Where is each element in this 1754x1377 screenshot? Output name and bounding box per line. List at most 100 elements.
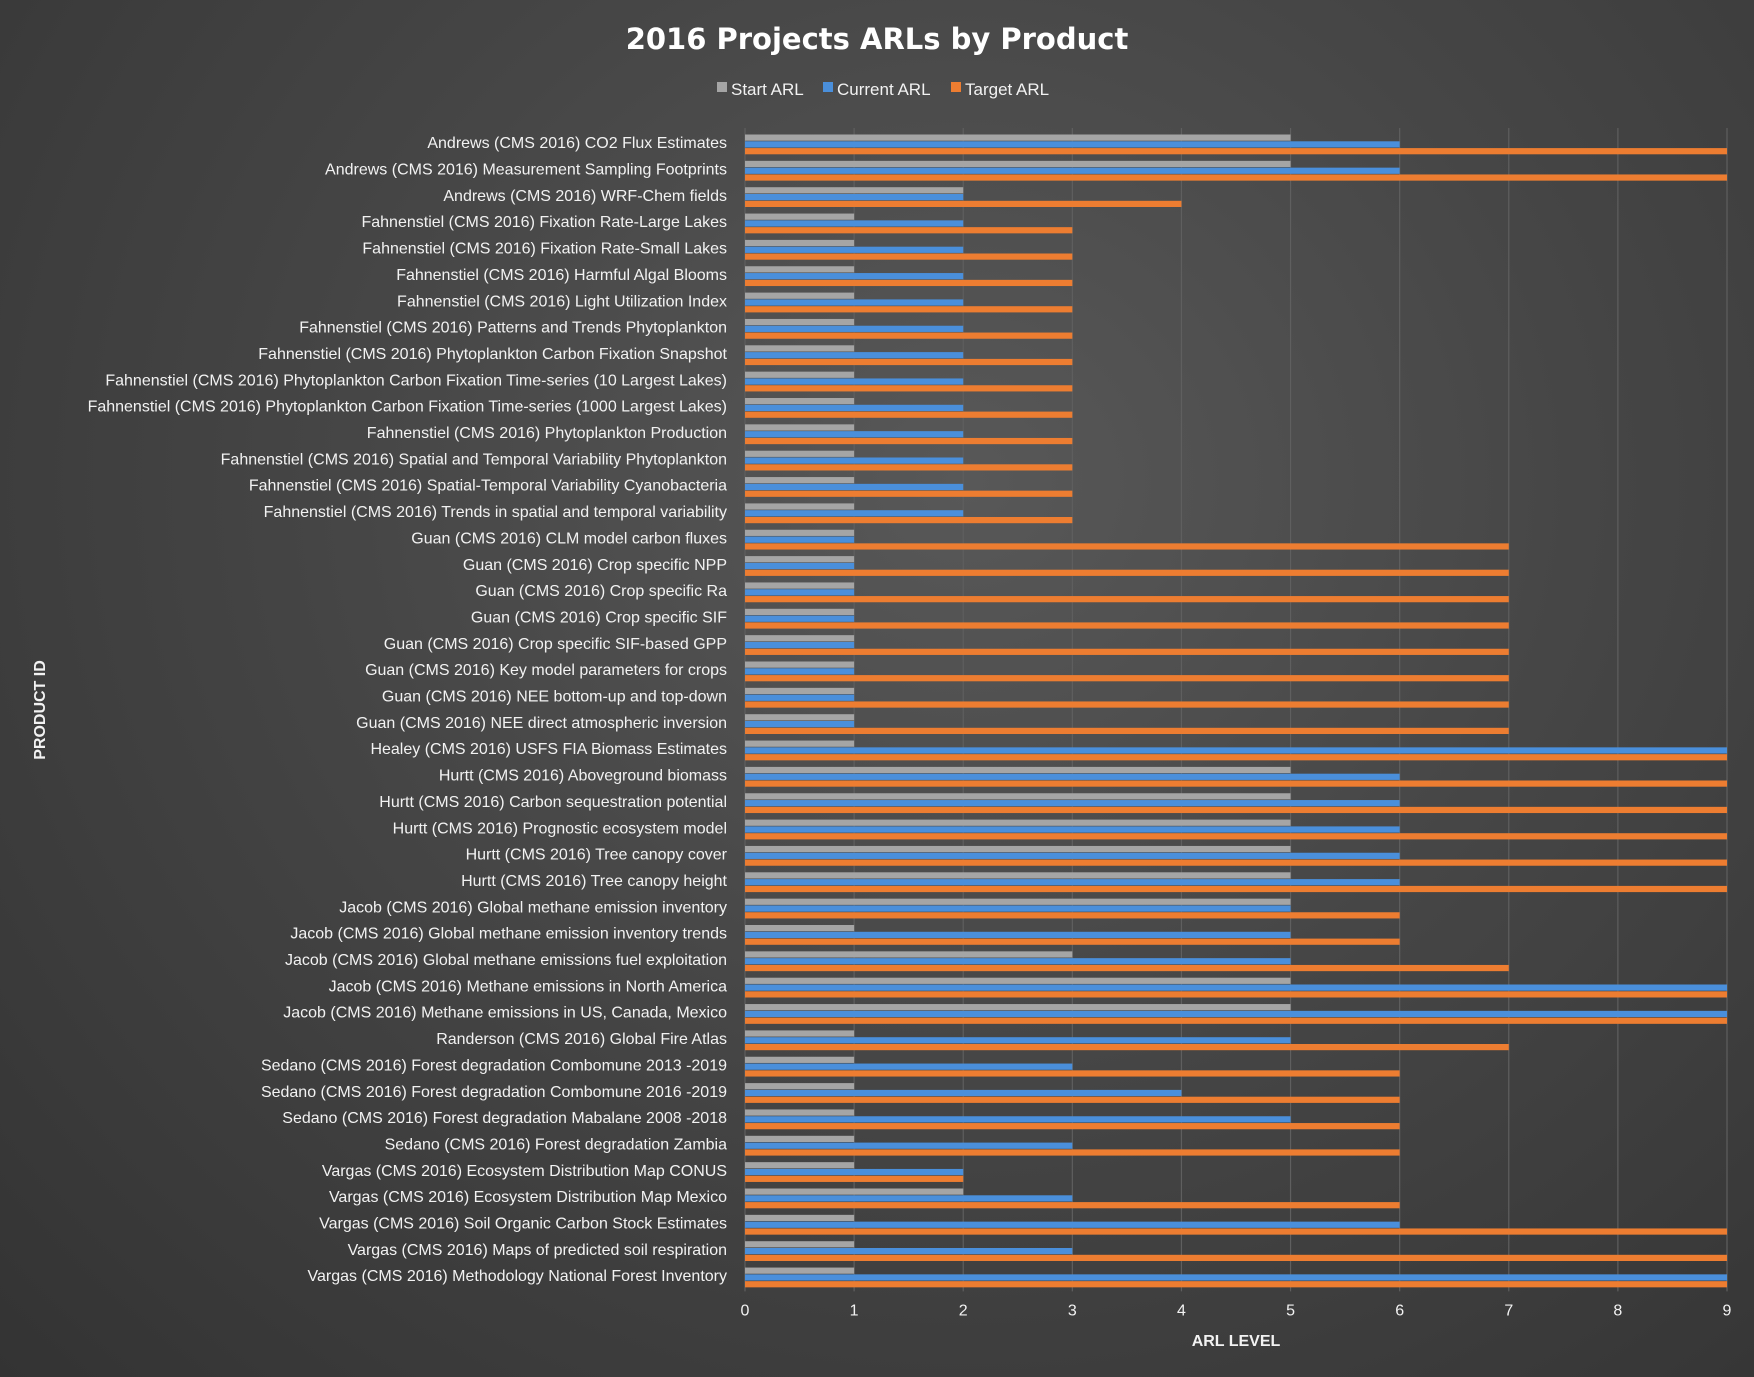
category-label: Fahnenstiel (CMS 2016) Trends in spatial… (264, 504, 727, 521)
bar-current-arl (745, 167, 1400, 174)
x-tick-label: 1 (850, 1302, 859, 1319)
bar-start-arl (745, 318, 855, 326)
bar-current-arl (745, 1168, 964, 1176)
bar-start-arl (745, 398, 855, 405)
category-label: Guan (CMS 2016) Crop specific Ra (475, 583, 727, 600)
category-label: Andrews (CMS 2016) Measurement Sampling … (325, 162, 727, 179)
bar-target-arl (745, 938, 1400, 945)
bar-target-arl (745, 279, 1073, 287)
bar-target-arl (745, 200, 1182, 207)
category-label: Fahnenstiel (CMS 2016) Fixation Rate-Sma… (362, 241, 727, 258)
bar-target-arl (745, 1017, 1727, 1024)
x-tick-label: 4 (1177, 1302, 1186, 1319)
bar-target-arl (745, 543, 1509, 550)
bar-current-arl (745, 958, 1291, 965)
bar-current-arl (745, 1089, 1182, 1097)
bar-target-arl (745, 411, 1073, 418)
bar-start-arl (745, 1214, 855, 1222)
bar-start-arl (745, 608, 855, 615)
bar-current-arl (745, 773, 1400, 780)
bar-start-arl (745, 661, 855, 668)
bar-start-arl (745, 1004, 1291, 1011)
bar-current-arl (745, 352, 964, 359)
category-label: Guan (CMS 2016) CLM model carbon fluxes (411, 530, 727, 547)
bar-current-arl (745, 483, 964, 491)
x-axis-title: ARL LEVEL (1192, 1333, 1281, 1350)
bar-start-arl (745, 687, 855, 695)
bar-start-arl (745, 951, 1073, 958)
category-label: Jacob (CMS 2016) Global methane emission… (339, 899, 727, 916)
category-label: Guan (CMS 2016) NEE direct atmospheric i… (356, 715, 727, 732)
category-label: Andrews (CMS 2016) WRF-Chem fields (443, 188, 727, 205)
category-label: Hurtt (CMS 2016) Carbon sequestration po… (379, 794, 727, 811)
legend-swatch-start (717, 82, 727, 92)
bar-target-arl (745, 490, 1073, 497)
category-label: Fahnenstiel (CMS 2016) Phytoplankton Car… (258, 346, 727, 363)
category-label: Guan (CMS 2016) NEE bottom-up and top-do… (382, 689, 727, 706)
bar-target-arl (745, 622, 1509, 629)
category-label: Guan (CMS 2016) Crop specific SIF (471, 609, 727, 626)
bar-target-arl (745, 675, 1509, 682)
bar-target-arl (745, 1123, 1400, 1130)
bar-current-arl (745, 1274, 1727, 1281)
bar-target-arl (745, 596, 1509, 603)
bar-start-arl (745, 424, 855, 431)
bar-current-arl (745, 800, 1400, 807)
bar-current-arl (745, 589, 855, 596)
bar-current-arl (745, 1116, 1291, 1123)
category-label: Sedano (CMS 2016) Forest degradation Mab… (282, 1110, 727, 1127)
category-labels: Andrews (CMS 2016) CO2 Flux Estimates And… (88, 135, 728, 1285)
category-label: Healey (CMS 2016) USFS FIA Biomass Estim… (370, 741, 727, 758)
bar-start-arl (745, 1109, 855, 1116)
bar-current-arl (745, 273, 964, 280)
bar-current-arl (745, 562, 855, 570)
bar-target-arl (745, 754, 1727, 761)
bar-current-arl (745, 536, 855, 543)
bar-target-arl (745, 306, 1073, 313)
bar-current-arl (745, 852, 1400, 859)
bar-start-arl (745, 187, 964, 194)
category-label: Hurtt (CMS 2016) Aboveground biomass (439, 768, 727, 785)
bar-current-arl (745, 1195, 1073, 1202)
legend: Start ARL Current ARL Target ARL (717, 80, 1049, 99)
bar-current-arl (745, 194, 964, 201)
category-label: Fahnenstiel (CMS 2016) Phytoplankton Car… (88, 399, 727, 416)
bar-current-arl (745, 220, 964, 227)
category-label: Fahnenstiel (CMS 2016) Spatial and Tempo… (221, 451, 727, 468)
bar-current-arl (745, 1142, 1073, 1149)
bar-target-arl (745, 1175, 964, 1182)
bar-target-arl (745, 464, 1073, 471)
bar-start-arl (745, 292, 855, 299)
category-label: Jacob (CMS 2016) Methane emissions in US… (283, 1005, 727, 1022)
bar-start-arl (745, 1267, 855, 1274)
legend-label-start: Start ARL (731, 80, 804, 99)
x-tick-label: 9 (1723, 1302, 1732, 1319)
category-label: Guan (CMS 2016) Crop specific SIF-based … (384, 636, 727, 653)
bar-start-arl (745, 845, 1291, 853)
bar-start-arl (745, 371, 855, 378)
bar-target-arl (745, 1254, 1727, 1261)
category-label: Vargas (CMS 2016) Maps of predicted soil… (348, 1242, 727, 1259)
bar-start-arl (745, 872, 1291, 879)
bar-start-arl (745, 766, 1291, 774)
bar-start-arl (745, 134, 1291, 141)
bar-start-arl (745, 556, 855, 563)
bar-target-arl (745, 1281, 1727, 1288)
bar-current-arl (745, 984, 1727, 991)
y-axis-title: PRODUCT ID (32, 660, 49, 760)
category-label: Guan (CMS 2016) Key model parameters for… (365, 662, 727, 679)
bar-target-arl (745, 174, 1727, 181)
bar-start-arl (745, 529, 855, 536)
category-label: Hurtt (CMS 2016) Prognostic ecosystem mo… (393, 820, 727, 837)
category-label: Vargas (CMS 2016) Ecosystem Distribution… (329, 1189, 727, 1206)
bar-start-arl (745, 266, 855, 273)
bar-target-arl (745, 148, 1727, 155)
bar-current-arl (745, 668, 855, 675)
bar-current-arl (745, 641, 855, 649)
category-label: Jacob (CMS 2016) Global methane emission… (290, 926, 727, 943)
bar-target-arl (745, 859, 1727, 866)
bar-current-arl (745, 246, 964, 253)
legend-swatch-target (951, 82, 961, 92)
category-label: Fahnenstiel (CMS 2016) Patterns and Tren… (299, 320, 727, 337)
bar-target-arl (745, 701, 1509, 708)
